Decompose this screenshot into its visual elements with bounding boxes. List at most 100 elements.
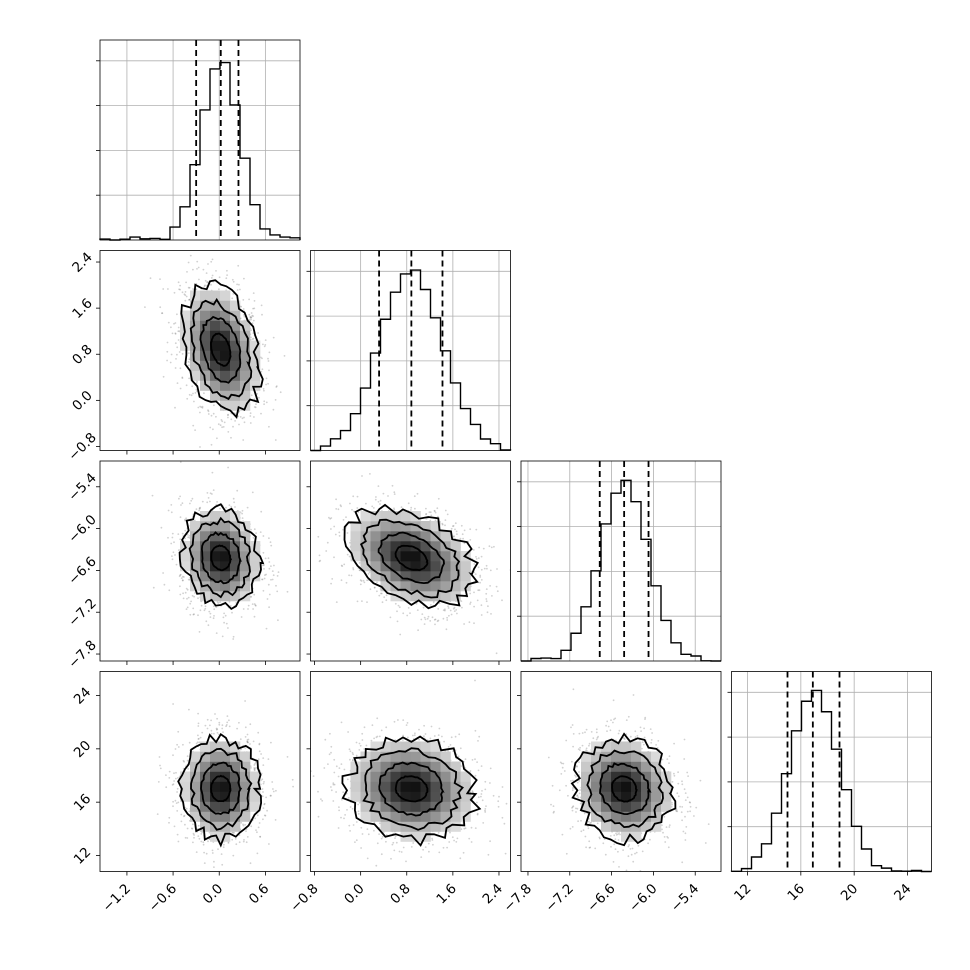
scatter-point	[199, 736, 202, 739]
scatter-point	[160, 526, 163, 529]
scatter-point	[426, 617, 429, 620]
scatter-point	[196, 741, 199, 744]
density-cell	[440, 561, 451, 572]
scatter-point	[444, 608, 446, 611]
scatter-point	[184, 519, 187, 522]
density-cell	[180, 551, 191, 562]
density-cell	[200, 521, 211, 532]
scatter-point	[240, 305, 242, 308]
scatter-point	[247, 738, 250, 741]
scatter-point	[231, 297, 234, 300]
scatter-point	[174, 333, 177, 335]
scatter-point	[179, 495, 182, 498]
scatter-point	[213, 605, 215, 608]
scatter-point	[186, 533, 189, 536]
scatter-point	[262, 535, 265, 537]
scatter-point	[210, 732, 213, 735]
scatter-point	[197, 614, 199, 617]
scatter-point	[246, 740, 249, 743]
scatter-point	[216, 731, 219, 734]
pair-panel-1-0	[96, 250, 301, 455]
scatter-point	[253, 300, 256, 302]
density-cell	[200, 591, 211, 602]
scatter-point	[252, 536, 255, 539]
density-cell	[360, 511, 371, 522]
scatter-point	[348, 574, 350, 577]
scatter-point	[144, 306, 146, 308]
scatter-point	[485, 564, 488, 567]
density-cell	[200, 380, 211, 391]
density-cell	[240, 330, 251, 341]
scatter-point	[264, 557, 267, 560]
scatter-point	[216, 717, 219, 720]
scatter-point	[363, 581, 366, 584]
scatter-point	[212, 428, 214, 431]
density-cell	[250, 360, 261, 371]
scatter-point	[168, 777, 171, 779]
scatter-point	[414, 507, 416, 510]
density-cell	[430, 551, 441, 562]
scatter-point	[397, 604, 400, 607]
scatter-point	[194, 429, 197, 431]
scatter-point	[168, 816, 171, 819]
scatter-point	[352, 567, 354, 569]
scatter-point	[442, 609, 445, 612]
density-cell	[450, 561, 461, 572]
density-cell	[230, 400, 241, 411]
scatter-point	[489, 585, 491, 587]
density-cell	[220, 591, 231, 602]
scatter-point	[250, 595, 253, 598]
y-tick-label-1-4: 2.4	[69, 249, 96, 276]
scatter-point	[252, 292, 255, 294]
scatter-point	[333, 556, 335, 559]
scatter-point	[240, 821, 243, 824]
scatter-point	[335, 601, 338, 603]
density-cell	[440, 551, 451, 562]
scatter-point	[175, 358, 177, 360]
scatter-point	[211, 258, 214, 261]
scatter-point	[189, 254, 192, 257]
scatter-point	[209, 616, 212, 618]
scatter-point	[427, 615, 430, 618]
density-cell	[370, 531, 381, 542]
scatter-point	[162, 572, 165, 574]
scatter-point	[188, 534, 191, 537]
scatter-point	[480, 614, 483, 616]
contour-2-0-3	[178, 503, 265, 611]
density-cell	[230, 360, 241, 371]
contour-2-1-3	[343, 503, 479, 610]
scatter-point	[357, 511, 360, 514]
scatter-point	[493, 545, 495, 548]
scatter-point	[253, 593, 256, 596]
scatter-point	[400, 506, 403, 509]
scatter-point	[179, 284, 182, 287]
scatter-point	[177, 281, 180, 284]
scatter-point	[423, 616, 426, 619]
hist-frame-1	[310, 250, 511, 451]
scatter-point	[210, 277, 213, 279]
density-cell	[430, 541, 441, 552]
scatter-point	[264, 344, 267, 346]
scatter-point	[225, 277, 228, 280]
scatter-point	[318, 554, 321, 557]
scatter-point	[421, 613, 424, 615]
scatter-point	[260, 412, 262, 415]
scatter-point	[366, 601, 368, 603]
scatter-point	[230, 436, 232, 439]
scatter-point	[189, 602, 192, 605]
scatter-point	[198, 508, 201, 510]
scatter-point	[359, 583, 362, 586]
scatter-point	[187, 536, 190, 539]
density-cell	[210, 531, 221, 542]
scatter-point	[175, 802, 178, 804]
scatter-point	[267, 557, 270, 560]
scatter-point	[241, 512, 244, 515]
scatter-point	[176, 346, 179, 349]
scatter-point	[181, 291, 184, 294]
scatter-point	[496, 568, 498, 570]
scatter-point	[429, 519, 432, 522]
scatter-point	[257, 731, 260, 734]
scatter-point	[256, 831, 258, 834]
scatter-point	[436, 620, 439, 623]
scatter-point	[350, 574, 353, 577]
